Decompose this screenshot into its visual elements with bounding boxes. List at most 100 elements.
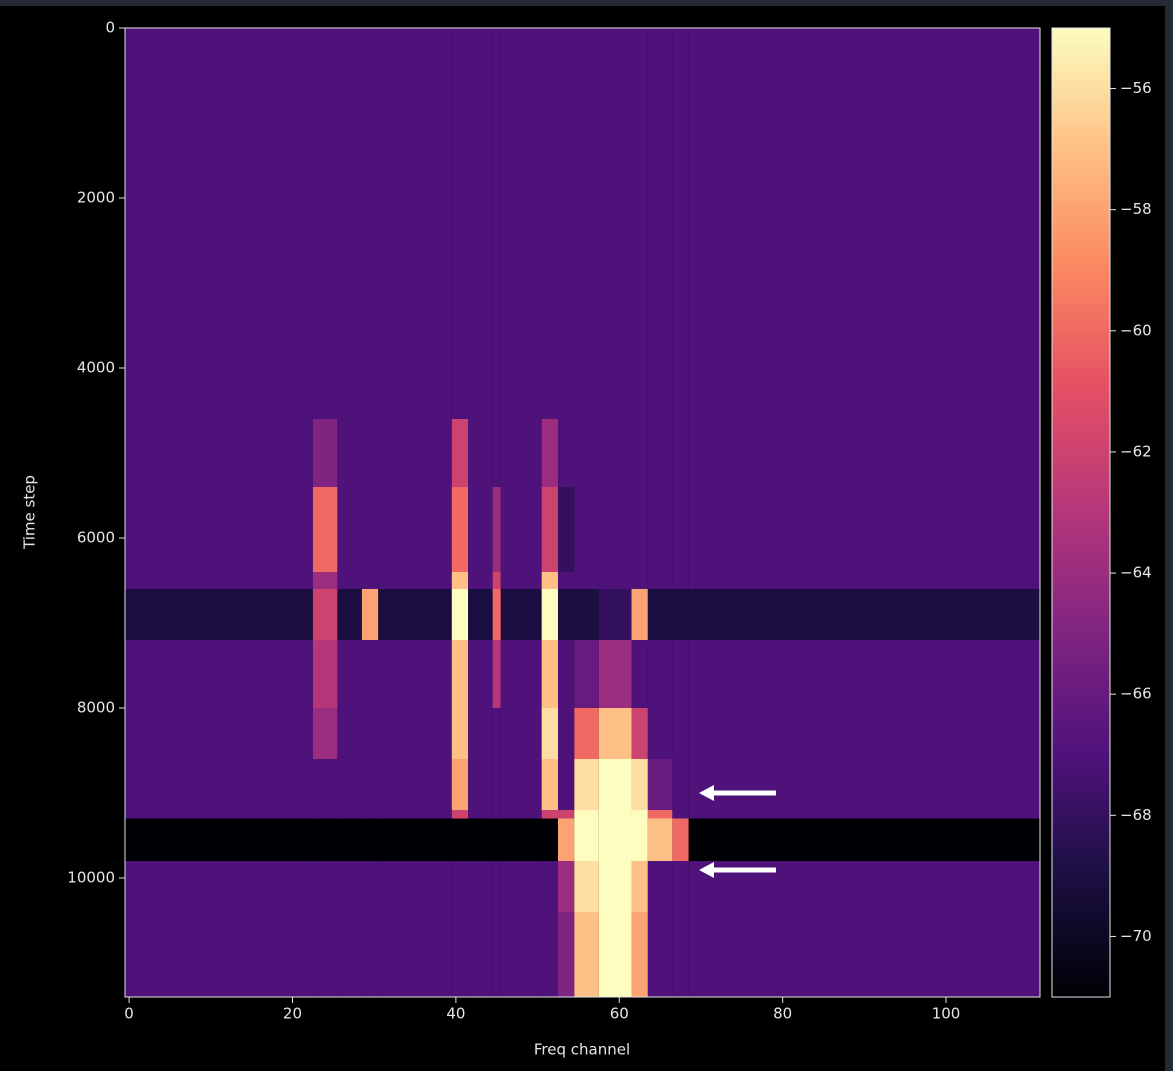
heatmap-cell	[632, 708, 648, 760]
x-tick-label: 60	[610, 1005, 629, 1023]
heatmap-cell	[452, 640, 468, 709]
heatmap-cell	[362, 487, 378, 573]
heatmap-cell	[689, 419, 1040, 488]
heatmap-cell	[672, 912, 688, 998]
heatmap-cell	[689, 640, 1040, 709]
heatmap-cell	[125, 572, 313, 590]
heatmap-cell	[452, 819, 468, 862]
heatmap-cell	[574, 419, 599, 488]
colorbar	[1052, 28, 1110, 997]
heatmap-cell	[378, 708, 452, 760]
heatmap-cell	[558, 861, 574, 913]
heatmap-cell	[313, 419, 338, 488]
heatmap-cell	[452, 28, 468, 420]
heatmap-cell	[378, 759, 452, 811]
x-tick-label: 40	[446, 1005, 465, 1023]
heatmap-cell	[337, 28, 362, 420]
colorbar-tick-label: −64	[1120, 564, 1152, 582]
heatmap-cell	[493, 419, 501, 488]
heatmap-cell	[468, 487, 493, 573]
heatmap-cell	[125, 487, 313, 573]
heatmap-cell	[648, 810, 673, 819]
heatmap-cell	[452, 589, 468, 641]
heatmap-cell	[493, 572, 501, 590]
heatmap-cell	[648, 487, 673, 573]
heatmap-cell	[672, 419, 688, 488]
heatmap-cell	[672, 28, 688, 420]
colorbar-tick-label: −60	[1120, 321, 1152, 339]
heatmap-cell	[452, 708, 468, 760]
y-tick-label: 10000	[67, 869, 115, 887]
heatmap-cell	[501, 861, 542, 913]
heatmap-cell	[542, 810, 558, 819]
heatmap-cell	[125, 810, 313, 819]
heatmap-cell	[501, 912, 542, 998]
heatmap-cell	[362, 572, 378, 590]
figure: Freq channel Time step 02040608010002000…	[0, 0, 1173, 1071]
heatmap-cell	[632, 572, 648, 590]
heatmap-cell	[378, 912, 452, 998]
heatmap-cell	[574, 759, 599, 811]
heatmap-cell	[378, 819, 452, 862]
heatmap-cell	[452, 487, 468, 573]
heatmap-cell	[313, 912, 338, 998]
heatmap-cell	[542, 759, 558, 811]
heatmap-cell	[558, 912, 574, 998]
heatmap-cell	[632, 819, 648, 862]
y-tick-label: 4000	[77, 359, 115, 377]
heatmap-cell	[468, 640, 493, 709]
heatmap-cell	[574, 912, 599, 998]
heatmap-cell	[689, 589, 1040, 641]
heatmap-cell	[632, 640, 648, 709]
heatmap-cell	[632, 589, 648, 641]
heatmap-cell	[599, 759, 632, 811]
colorbar-tick-label: −58	[1120, 200, 1152, 218]
heatmap-cell	[313, 861, 338, 913]
heatmap-cell	[599, 572, 632, 590]
heatmap-cell	[672, 819, 688, 862]
heatmap-cell	[501, 708, 542, 760]
heatmap-cell	[542, 912, 558, 998]
y-tick-label: 2000	[77, 189, 115, 207]
heatmap-cell	[452, 572, 468, 590]
heatmap-cell	[558, 708, 574, 760]
heatmap-cell	[362, 912, 378, 998]
heatmap-cell	[632, 759, 648, 811]
heatmap-cell	[542, 572, 558, 590]
heatmap-cell	[313, 640, 338, 709]
heatmap-cell	[493, 28, 501, 420]
heatmap-cell	[501, 819, 542, 862]
heatmap-cell	[574, 487, 599, 573]
heatmap-cell	[313, 589, 338, 641]
heatmap-cell	[452, 810, 468, 819]
heatmap-cell	[362, 759, 378, 811]
heatmap-cell	[468, 708, 493, 760]
heatmap-cell	[452, 759, 468, 811]
heatmap-cell	[125, 861, 313, 913]
heatmap-cell	[362, 708, 378, 760]
heatmap-cell	[632, 419, 648, 488]
heatmap-cell	[672, 589, 688, 641]
x-axis-label: Freq channel	[534, 1041, 630, 1059]
heatmap-cell	[337, 487, 362, 573]
y-tick-label: 6000	[77, 529, 115, 547]
heatmap-cell	[378, 589, 452, 641]
heatmap-cell	[493, 759, 501, 811]
heatmap-cell	[468, 419, 493, 488]
heatmap-cell	[125, 819, 313, 862]
heatmap-cell	[689, 819, 1040, 862]
heatmap-cell	[574, 810, 599, 819]
heatmap-cell	[501, 640, 542, 709]
y-tick-label: 8000	[77, 699, 115, 717]
heatmap-cell	[558, 810, 574, 819]
heatmap-cell	[378, 419, 452, 488]
heatmap-cell	[501, 589, 542, 641]
heatmap-cell	[599, 708, 632, 760]
heatmap-cell	[313, 28, 338, 420]
heatmap-cell	[672, 640, 688, 709]
heatmap-cell	[378, 28, 452, 420]
colorbar-tick-label: −56	[1120, 79, 1152, 97]
heatmap-cell	[313, 819, 338, 862]
heatmap-cell	[574, 861, 599, 913]
heatmap-cell	[542, 819, 558, 862]
